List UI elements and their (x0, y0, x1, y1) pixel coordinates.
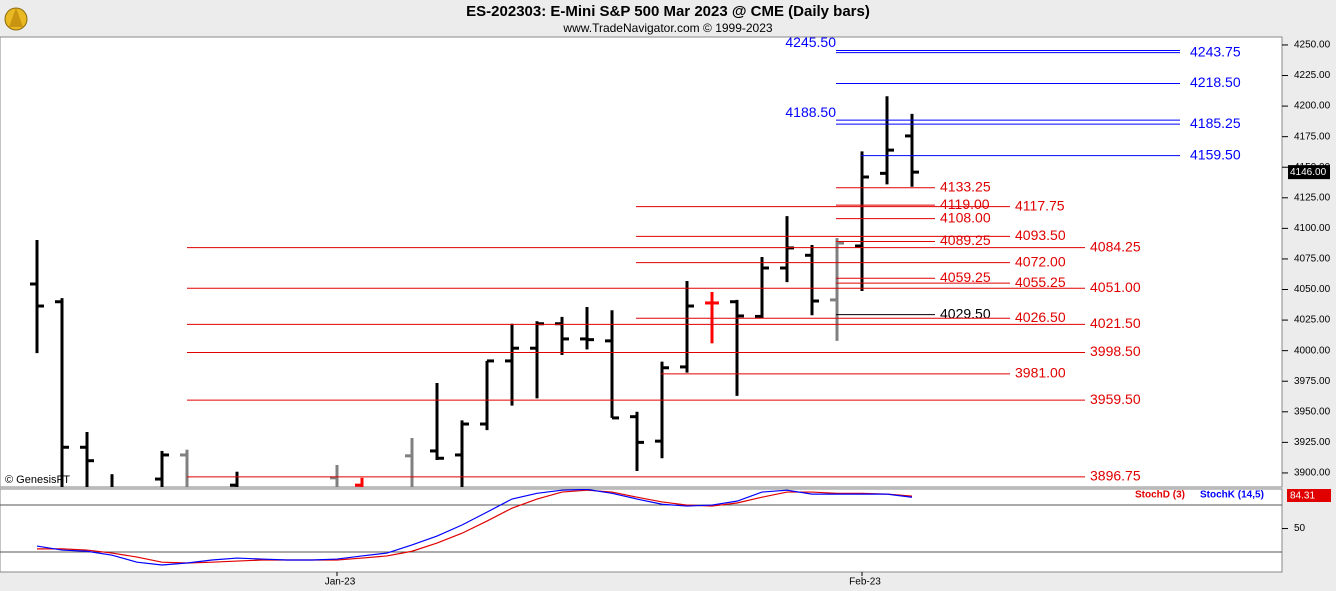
chart-subtitle: www.TradeNavigator.com © 1999-2023 (562, 21, 772, 35)
y-tick-label: 4250.00 (1294, 40, 1331, 51)
level-label: 4119.00 (940, 196, 990, 212)
level-label: 3896.75 (1090, 468, 1141, 484)
x-tick-label: Feb-23 (849, 577, 881, 588)
level-label: 4026.50 (1015, 309, 1066, 325)
y-tick-label: 3900.00 (1294, 468, 1331, 479)
level-label: 4072.00 (1015, 253, 1066, 269)
logo (4, 7, 28, 31)
level-label: 3959.50 (1090, 391, 1141, 407)
level-label: 4185.25 (1190, 115, 1241, 131)
y-tick-label: 3975.00 (1294, 376, 1331, 387)
level-label: 4055.25 (1015, 274, 1066, 290)
level-label: 4108.00 (940, 209, 991, 225)
level-label: 4029.50 (940, 305, 991, 321)
level-label: 4084.25 (1090, 238, 1141, 254)
y-tick-label: 4200.00 (1294, 101, 1331, 112)
y-tick-label: 3950.00 (1294, 406, 1331, 417)
y-tick-label: 4100.00 (1294, 223, 1331, 234)
level-label: 3981.00 (1015, 365, 1066, 381)
y-tick-label: 4025.00 (1294, 315, 1331, 326)
y-tick-label: 4000.00 (1294, 345, 1331, 356)
level-label: 4245.50 (785, 34, 836, 50)
level-label: 4117.75 (1015, 197, 1065, 213)
level-label: 4133.25 (940, 178, 991, 194)
level-label: 4093.50 (1015, 227, 1066, 243)
legend-entry: StochK (14,5) (1200, 490, 1264, 501)
last-price-tag (1288, 165, 1330, 180)
y-tick-label: 4125.00 (1294, 192, 1331, 203)
y-tick-label: 4225.00 (1294, 70, 1331, 81)
last-price-label: 4146.00 (1290, 167, 1327, 178)
x-tick-label: Jan-23 (325, 577, 356, 588)
y-tick-label: 4075.00 (1294, 254, 1331, 265)
price-panel (0, 36, 1283, 488)
last-value-tag (1287, 489, 1331, 502)
chart-title: ES-202303: E-Mini S&P 500 Mar 2023 @ CME… (466, 3, 870, 20)
watermark: © GenesisFT (5, 474, 70, 486)
legend-entry: StochD (3) (1135, 490, 1185, 501)
level-label: 4051.00 (1090, 279, 1141, 295)
level-label: 3998.50 (1090, 343, 1141, 359)
y-tick-label: 50 (1294, 523, 1306, 534)
level-label: 4159.50 (1190, 146, 1241, 162)
y-tick-label: 3925.00 (1294, 437, 1331, 448)
stoch-line (36, 489, 913, 566)
level-label: 4243.75 (1190, 43, 1241, 59)
stoch-panel (0, 488, 1283, 573)
y-tick-label: 4175.00 (1294, 131, 1331, 142)
level-label: 4021.50 (1090, 315, 1141, 331)
level-label: 4188.50 (785, 104, 836, 120)
level-label: 4089.25 (940, 232, 991, 248)
stoch-plot (0, 489, 1282, 566)
y-tick-label: 4050.00 (1294, 284, 1331, 295)
level-label: 4218.50 (1190, 74, 1241, 90)
last-value-label: 84.31 (1290, 491, 1315, 502)
level-label: 4059.25 (940, 269, 991, 285)
